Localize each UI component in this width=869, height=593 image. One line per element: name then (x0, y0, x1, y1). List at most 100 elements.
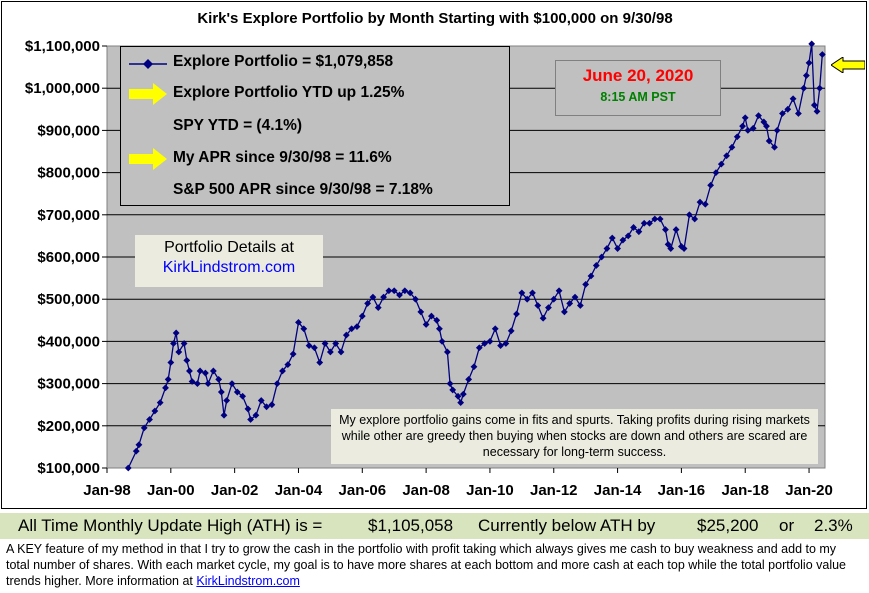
details-box: Portfolio Details at KirkLindstrom.com (135, 235, 323, 287)
x-tick-label: Jan-06 (339, 482, 387, 499)
data-point (433, 316, 441, 324)
data-point (576, 302, 584, 309)
data-point (449, 386, 457, 394)
data-point (667, 245, 675, 252)
data-point (539, 314, 547, 322)
data-point (491, 325, 499, 333)
data-point (717, 160, 725, 168)
x-tick-label: Jan-08 (402, 482, 450, 499)
data-point (369, 293, 377, 301)
data-point (436, 325, 443, 333)
data-point (744, 127, 752, 134)
date-box: June 20, 2020 8:15 AM PST (555, 60, 721, 116)
data-point (135, 441, 143, 449)
data-point (502, 340, 510, 347)
data-point (773, 127, 781, 134)
legend-box: Explore Portfolio = $1,079,858 Explore P… (120, 46, 510, 206)
data-point (132, 447, 140, 455)
ath-below-label: Currently below ATH by (478, 516, 656, 535)
data-point (592, 262, 600, 269)
legend-spy-ytd: SPY YTD = (4.1%) (173, 117, 303, 134)
details-link[interactable]: KirkLindstrom.com (162, 259, 296, 276)
data-point (475, 344, 483, 352)
data-point (630, 224, 637, 231)
data-point (194, 380, 201, 387)
data-point (813, 108, 821, 115)
x-tick-label: Jan-04 (275, 482, 323, 499)
data-point (321, 340, 329, 347)
ath-or: or (779, 516, 795, 535)
data-point (614, 245, 621, 252)
y-tick-label: $900,000 (37, 122, 100, 139)
yellow-arrow-icon (129, 83, 167, 105)
data-point (608, 234, 616, 242)
data-point (808, 40, 816, 48)
data-point (728, 143, 736, 151)
data-point (151, 407, 159, 415)
data-point (252, 411, 260, 419)
data-point (481, 340, 489, 347)
details-label: Portfolio Details at (164, 239, 294, 256)
x-tick-label: Jan-98 (83, 482, 131, 499)
data-point (326, 348, 334, 356)
data-point (779, 110, 786, 117)
data-point (353, 323, 361, 331)
data-point (459, 390, 467, 398)
data-point (428, 312, 435, 320)
data-point (164, 375, 172, 383)
data-point (342, 331, 350, 339)
data-point (196, 367, 204, 375)
data-point (707, 181, 715, 189)
data-point (201, 369, 209, 377)
data-point (438, 338, 446, 345)
y-tick-label: $700,000 (37, 207, 100, 224)
data-point (406, 289, 414, 297)
data-point (311, 344, 318, 352)
data-point (685, 211, 693, 219)
data-point (802, 72, 810, 79)
data-point (529, 289, 536, 297)
x-axis-ticks: Jan-98 Jan-00 Jan-02 Jan-04 Jan-06 Jan-08 Jan-… (83, 468, 833, 499)
data-point (183, 356, 191, 364)
data-point (760, 118, 768, 126)
footer-link[interactable]: KirkLindstrom.com (196, 574, 300, 588)
data-point (640, 219, 648, 227)
data-point (300, 325, 308, 333)
data-point (571, 293, 579, 301)
x-tick-label: Jan-16 (658, 482, 706, 499)
data-point (523, 295, 531, 303)
data-point (465, 375, 473, 383)
data-point (497, 342, 504, 350)
data-point (635, 228, 643, 236)
data-point (550, 295, 558, 303)
data-point (412, 295, 419, 303)
data-point (672, 226, 680, 233)
data-point (167, 359, 175, 366)
data-point (396, 291, 403, 299)
data-point (598, 253, 606, 261)
data-point (374, 304, 382, 312)
x-tick-label: Jan-12 (530, 482, 578, 499)
ath-value: $1,105,058 (368, 516, 454, 535)
data-point (587, 272, 595, 280)
y-tick-label: $500,000 (37, 291, 100, 308)
data-point (739, 122, 746, 130)
data-point (741, 114, 749, 122)
data-point (239, 392, 247, 400)
data-point (244, 405, 252, 413)
y-tick-label: $1,100,000 (25, 38, 100, 55)
x-tick-label: Jan-10 (466, 482, 514, 499)
data-point (279, 367, 286, 375)
update-time: 8:15 AM PST (600, 90, 676, 104)
data-point (810, 101, 818, 109)
ath-prefix: All Time Monthly Update High (ATH) is = (18, 516, 323, 535)
data-point (390, 287, 398, 295)
data-point (789, 95, 797, 103)
data-point (401, 287, 409, 295)
data-point (784, 105, 792, 113)
data-point (749, 124, 757, 132)
legend-sp-apr: S&P 500 APR since 9/30/98 = 7.18% (173, 181, 433, 198)
data-point (443, 348, 451, 356)
data-point (220, 411, 228, 419)
data-point (566, 300, 574, 307)
